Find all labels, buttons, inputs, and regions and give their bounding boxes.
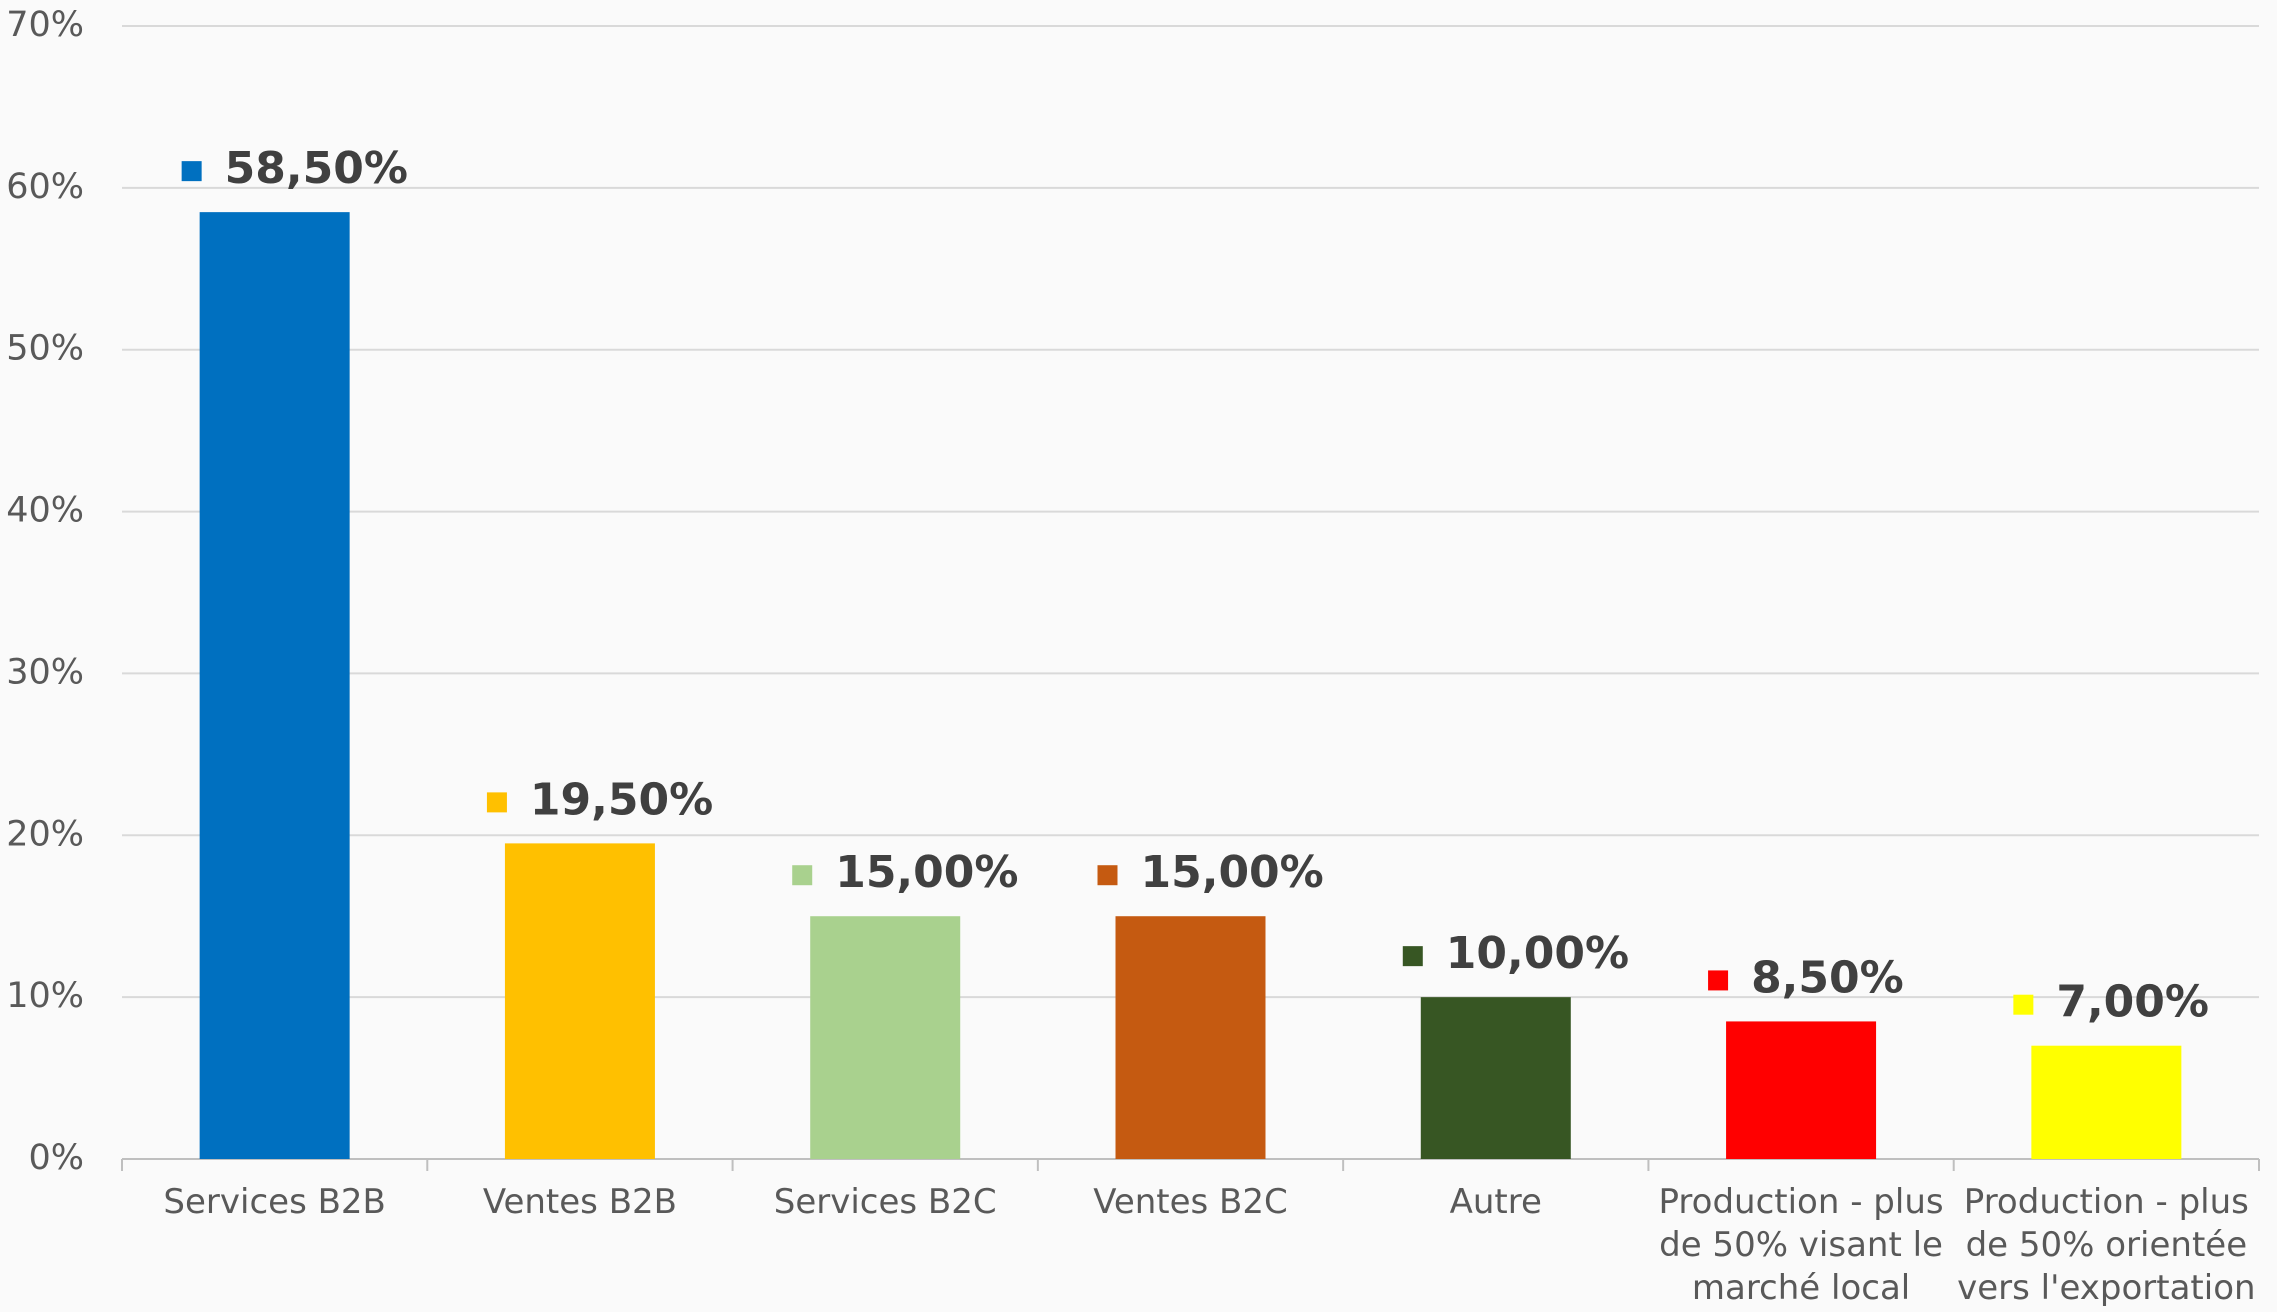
label-key — [792, 865, 813, 886]
data-label: 15,00% — [835, 847, 1018, 898]
bar — [1420, 997, 1571, 1159]
data-label: 19,50% — [530, 774, 713, 825]
data-label: 8,50% — [1751, 952, 1904, 1003]
bar — [504, 843, 655, 1159]
x-tick-label: Services B2C — [773, 1182, 997, 1222]
label-key — [1097, 865, 1118, 886]
y-tick-label: 30% — [6, 652, 84, 692]
bar — [2031, 1045, 2182, 1159]
label-key — [1402, 946, 1423, 967]
y-tick-label: 0% — [28, 1138, 84, 1178]
data-label: 58,50% — [225, 143, 408, 194]
label-key — [181, 161, 202, 182]
bar — [1115, 916, 1266, 1159]
data-label: 7,00% — [2056, 977, 2209, 1028]
y-tick-label: 40% — [6, 491, 84, 531]
x-tick-label: Ventes B2C — [1093, 1182, 1288, 1222]
label-key — [2013, 994, 2034, 1015]
y-tick-label: 20% — [6, 814, 84, 854]
y-tick-label: 50% — [6, 329, 84, 369]
y-tick-label: 10% — [6, 976, 84, 1016]
y-tick-label: 70% — [6, 5, 84, 45]
x-tick-label: Autre — [1449, 1182, 1542, 1222]
bar — [1726, 1021, 1877, 1159]
bar — [810, 916, 961, 1159]
data-label: 10,00% — [1446, 928, 1629, 979]
label-key — [486, 792, 507, 813]
data-label: 15,00% — [1141, 847, 1324, 898]
x-tick-label: Production - plus de 50% visant le march… — [1658, 1182, 1944, 1308]
bar — [199, 212, 350, 1159]
x-tick-label: Ventes B2B — [482, 1182, 677, 1222]
x-tick-label: Production - plus de 50% orientée vers l… — [1957, 1182, 2256, 1308]
y-tick-label: 60% — [6, 167, 84, 207]
x-tick-label: Services B2B — [163, 1182, 386, 1222]
label-key — [1708, 970, 1729, 991]
